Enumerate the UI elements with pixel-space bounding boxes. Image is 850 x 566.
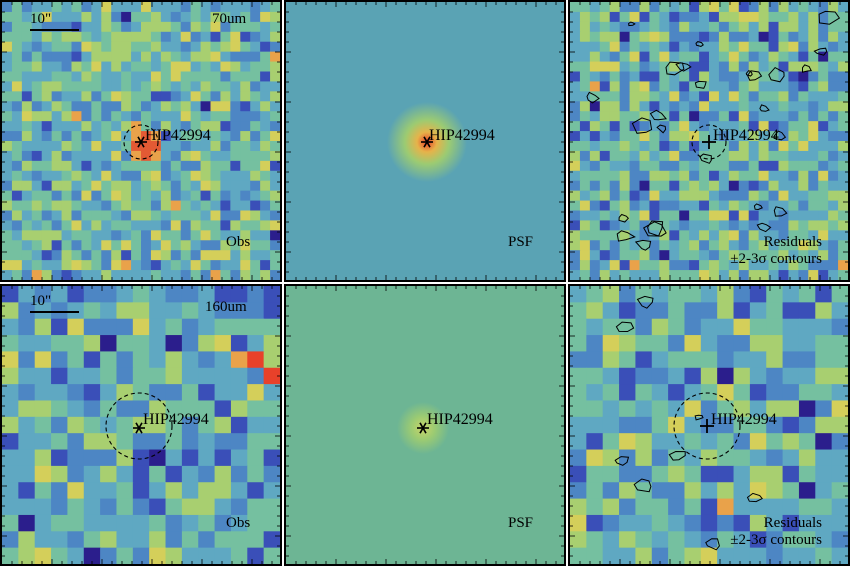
panel-160um-psf: HIP42994 PSF [284, 284, 566, 566]
contour [675, 62, 692, 72]
contour [705, 538, 720, 551]
contour [668, 450, 686, 461]
contour [616, 230, 636, 242]
kind-label: Obs [226, 234, 251, 250]
contour [647, 220, 664, 237]
kind-label: Residuals [763, 234, 822, 250]
band-label: 70um [212, 11, 247, 27]
kind-label: PSF [508, 515, 534, 531]
map-160um-residuals [570, 286, 848, 564]
contour [745, 69, 753, 77]
contour [615, 321, 635, 333]
contour [628, 21, 636, 27]
star-marker [421, 136, 433, 148]
source-label: HIP42994 [143, 411, 209, 428]
contour [634, 239, 652, 251]
map-70um-residuals [570, 2, 848, 280]
source-label: HIP42994 [713, 127, 779, 144]
panel-160um-residuals: HIP42994 Residuals ±2-3σ contours [568, 284, 850, 566]
plus-marker [702, 135, 716, 149]
contour [586, 91, 600, 104]
map-160um-psf [286, 286, 564, 564]
kind-label: Obs [226, 515, 251, 531]
map-70um-obs [2, 2, 280, 280]
contour [753, 203, 763, 211]
star-marker [135, 136, 147, 148]
kind-label: Residuals [763, 515, 822, 531]
contour [694, 414, 704, 421]
contour [756, 222, 772, 233]
source-label: HIP42994 [145, 127, 211, 144]
contour [818, 10, 841, 25]
contour-label: ±2-3σ contours [730, 532, 822, 548]
panel-70um-residuals: HIP42994 Residuals ±2-3σ contours [568, 0, 850, 282]
contour [649, 109, 668, 121]
contour [636, 295, 654, 309]
contour [656, 124, 667, 134]
contour [773, 206, 788, 217]
band-label: 160um [205, 299, 247, 315]
source-label: HIP42994 [711, 411, 777, 428]
contour [643, 221, 667, 237]
star-marker [133, 422, 145, 434]
aperture-circle [105, 392, 173, 460]
plus-marker [700, 419, 714, 433]
contour [759, 104, 770, 112]
contour [631, 117, 653, 134]
contour [813, 47, 828, 56]
aperture-circle [123, 124, 159, 160]
contour [773, 130, 787, 141]
source-label: HIP42994 [429, 127, 495, 144]
contour [614, 456, 630, 466]
panel-160um-obs: 10" 160um HIP42994 Obs [0, 284, 282, 566]
scalebar-label: 10" [30, 293, 52, 309]
kind-label: PSF [508, 234, 534, 250]
contour [695, 41, 704, 47]
aperture-circle [673, 392, 741, 460]
contour [768, 66, 785, 83]
contour [802, 64, 812, 73]
contour [694, 80, 707, 89]
source-label: HIP42994 [427, 411, 493, 428]
star-marker [417, 422, 429, 434]
aperture-circle [691, 124, 727, 160]
contour [618, 213, 629, 223]
panel-70um-obs: 10" 70um HIP42994 Obs [0, 0, 282, 282]
map-70um-psf [286, 2, 564, 280]
contour [746, 492, 763, 503]
contour-label: ±2-3σ contours [730, 251, 822, 267]
map-160um-obs [2, 286, 280, 564]
panel-70um-psf: HIP42994 PSF [284, 0, 566, 282]
contour [633, 478, 652, 493]
scalebar-label: 10" [30, 11, 52, 27]
